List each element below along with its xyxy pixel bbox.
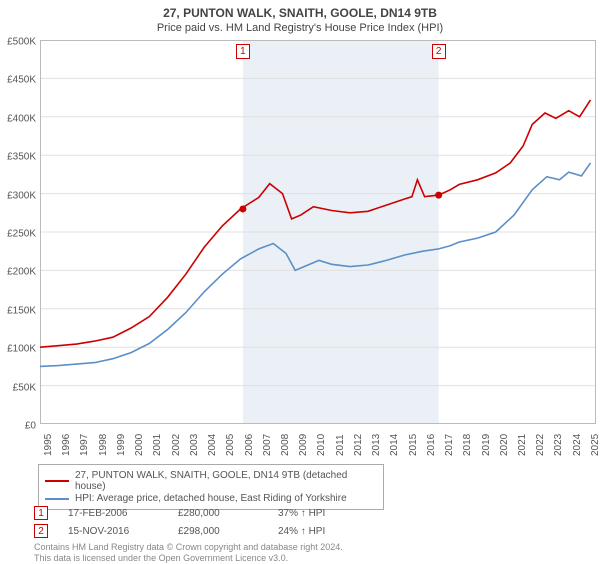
sale-badge: 1 [34, 506, 48, 520]
x-tick-label: 2004 [207, 434, 218, 456]
x-tick-label: 2005 [225, 434, 236, 456]
legend-item: 27, PUNTON WALK, SNAITH, GOOLE, DN14 9TB… [45, 470, 377, 492]
line-chart-svg [40, 40, 596, 424]
x-tick-label: 2023 [553, 434, 564, 456]
x-tick-label: 2020 [499, 434, 510, 456]
x-tick-label: 2000 [134, 434, 145, 456]
x-tick-label: 2007 [262, 434, 273, 456]
x-tick-label: 2013 [371, 434, 382, 456]
y-tick-label: £500K [7, 37, 36, 48]
chart-area: 12 [40, 40, 596, 424]
page-subtitle: Price paid vs. HM Land Registry's House … [0, 20, 600, 34]
y-tick-label: £350K [7, 152, 36, 163]
y-axis-ticks: £0£50K£100K£150K£200K£250K£300K£350K£400… [0, 42, 40, 426]
sale-badge: 2 [34, 524, 48, 538]
x-tick-label: 2018 [462, 434, 473, 456]
footer-line: This data is licensed under the Open Gov… [34, 553, 343, 564]
x-tick-label: 2010 [316, 434, 327, 456]
x-tick-label: 2008 [280, 434, 291, 456]
legend-swatch [45, 498, 69, 500]
x-tick-label: 2014 [389, 434, 400, 456]
x-tick-label: 2025 [590, 434, 600, 456]
page-title: 27, PUNTON WALK, SNAITH, GOOLE, DN14 9TB [0, 0, 600, 20]
sale-row: 1 17-FEB-2006£280,00037% ↑ HPI [34, 506, 454, 520]
x-tick-label: 2001 [152, 434, 163, 456]
x-tick-label: 2021 [517, 434, 528, 456]
legend-swatch [45, 480, 69, 482]
y-tick-label: £50K [13, 382, 36, 393]
y-tick-label: £300K [7, 190, 36, 201]
sale-price: £298,000 [178, 526, 278, 537]
y-tick-label: £150K [7, 305, 36, 316]
x-tick-label: 1996 [61, 434, 72, 456]
x-tick-label: 2022 [535, 434, 546, 456]
x-tick-label: 1999 [116, 434, 127, 456]
sale-date: 15-NOV-2016 [68, 526, 178, 537]
x-tick-label: 2002 [171, 434, 182, 456]
legend-item: HPI: Average price, detached house, East… [45, 493, 377, 504]
sale-delta: 24% ↑ HPI [278, 526, 378, 537]
sale-marker-badge: 2 [432, 44, 446, 59]
y-tick-label: £200K [7, 267, 36, 278]
x-tick-label: 1995 [43, 434, 54, 456]
x-tick-label: 1997 [79, 434, 90, 456]
x-tick-label: 2009 [298, 434, 309, 456]
sale-marker-badge: 1 [236, 44, 250, 59]
x-tick-label: 2003 [189, 434, 200, 456]
x-tick-label: 2006 [244, 434, 255, 456]
y-tick-label: £450K [7, 75, 36, 86]
y-tick-label: £250K [7, 229, 36, 240]
y-tick-label: £100K [7, 344, 36, 355]
x-tick-label: 2015 [408, 434, 419, 456]
footer-attribution: Contains HM Land Registry data © Crown c… [34, 542, 343, 564]
y-tick-label: £400K [7, 113, 36, 124]
legend-label: HPI: Average price, detached house, East… [75, 493, 347, 504]
x-tick-label: 2019 [481, 434, 492, 456]
x-tick-label: 2024 [572, 434, 583, 456]
x-tick-label: 1998 [98, 434, 109, 456]
x-tick-label: 2017 [444, 434, 455, 456]
x-tick-label: 2012 [353, 434, 364, 456]
legend-label: 27, PUNTON WALK, SNAITH, GOOLE, DN14 9TB… [75, 470, 377, 492]
footer-line: Contains HM Land Registry data © Crown c… [34, 542, 343, 553]
x-tick-label: 2011 [335, 434, 346, 456]
sales-table: 1 17-FEB-2006£280,00037% ↑ HPI 2 15-NOV-201… [34, 506, 454, 542]
x-axis-ticks: 1995 1996 1997 1998 1999 2000 2001 2002 2003 2004… [40, 426, 596, 464]
sale-date: 17-FEB-2006 [68, 508, 178, 519]
sale-row: 2 15-NOV-2016£298,00024% ↑ HPI [34, 524, 454, 538]
x-tick-label: 2016 [426, 434, 437, 456]
sale-price: £280,000 [178, 508, 278, 519]
y-tick-label: £0 [25, 421, 36, 432]
sale-delta: 37% ↑ HPI [278, 508, 378, 519]
legend: 27, PUNTON WALK, SNAITH, GOOLE, DN14 9TB… [38, 464, 384, 510]
